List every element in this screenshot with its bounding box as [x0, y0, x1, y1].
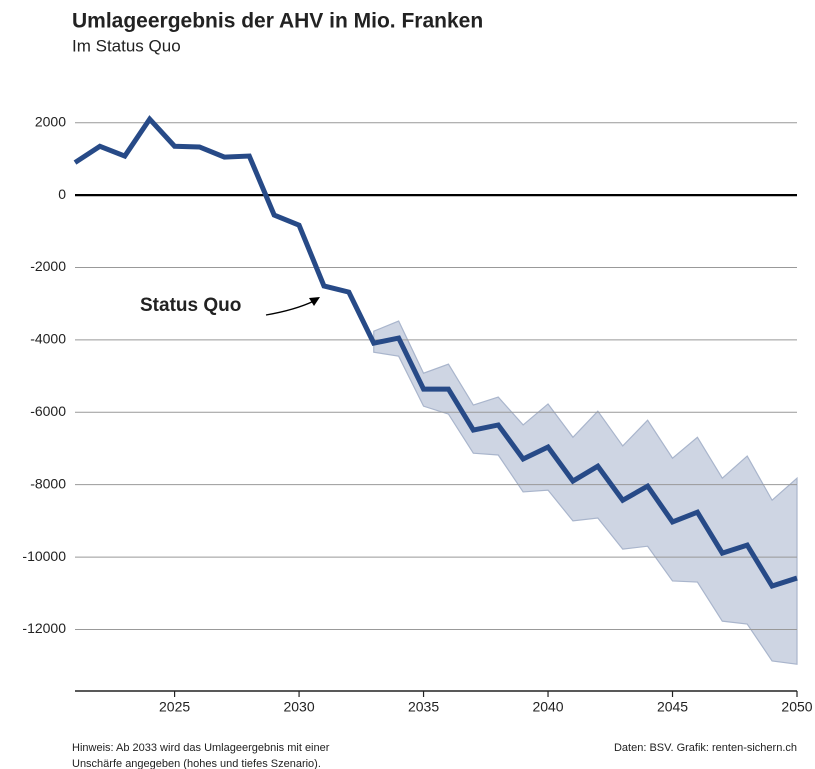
x-tick-label: 2035: [408, 699, 439, 715]
x-tick-label: 2030: [283, 699, 314, 715]
x-tick-label: 2045: [657, 699, 688, 715]
series-label: Status Quo: [140, 295, 241, 316]
chart-title: Umlageergebnis der AHV in Mio. Franken: [72, 10, 483, 33]
y-tick-label: -6000: [30, 403, 66, 419]
y-tick-label: -8000: [30, 475, 66, 491]
uncertainty-band: [373, 320, 798, 665]
line: [73, 115, 798, 590]
y-tick-label: -4000: [30, 331, 66, 347]
y-tick-label: 2000: [35, 113, 66, 129]
y-tick-label: -10000: [22, 548, 66, 564]
y-tick-label: -2000: [30, 258, 66, 274]
arrow-head: [309, 297, 320, 306]
source: Daten: BSV. Grafik: renten-sichern.ch: [614, 742, 797, 754]
x-tick-label: 2025: [159, 699, 190, 715]
x-tick-label: 2040: [532, 699, 563, 715]
note: Unschärfe angegeben (hohes und tiefes Sz…: [72, 758, 321, 769]
annotation-arrow: [265, 300, 315, 316]
x-tick-label: 2050: [781, 699, 812, 715]
y-tick-label: 0: [58, 186, 66, 202]
y-tick-label: -12000: [22, 620, 66, 636]
chart-subtitle: Im Status Quo: [72, 36, 181, 55]
note: Hinweis: Ab 2033 wird das Umlageergebnis…: [72, 742, 330, 754]
